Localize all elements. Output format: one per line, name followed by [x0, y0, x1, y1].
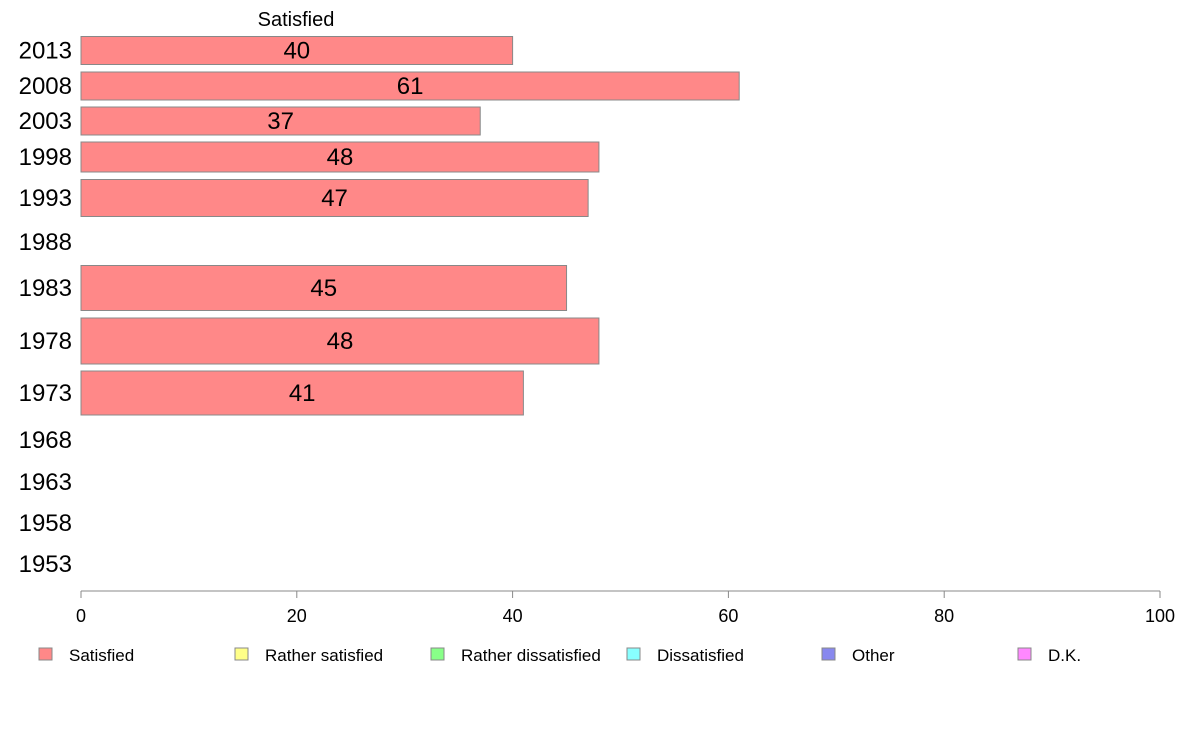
legend-swatch	[234, 647, 249, 661]
legend-label: Satisfied	[69, 646, 134, 665]
legend-label: Dissatisfied	[657, 646, 744, 665]
bar	[80, 106, 481, 136]
x-tick-label: 60	[718, 606, 738, 626]
legend-swatch	[430, 647, 445, 661]
category-label: 1988	[19, 229, 72, 256]
legend-swatch	[38, 647, 53, 661]
series-header: Satisfied	[258, 9, 335, 31]
bar-value-labels: 40 61 37 48 47 45 48 41	[267, 38, 423, 408]
category-label: 2008	[19, 73, 72, 100]
x-axis: 0 20 40 60 80 100	[76, 590, 1175, 626]
x-tick-label: 80	[934, 606, 954, 626]
bar	[80, 370, 524, 416]
category-label: 1973	[19, 380, 72, 407]
category-label: 1998	[19, 144, 72, 171]
x-tick-label: 20	[287, 606, 307, 626]
bar	[80, 317, 600, 365]
bar-value-label: 37	[267, 108, 294, 135]
legend-label: D.K.	[1048, 646, 1081, 665]
x-tick-label: 100	[1145, 606, 1175, 626]
bar	[80, 71, 740, 101]
category-label: 1963	[19, 469, 72, 496]
bar-value-label: 48	[327, 144, 354, 171]
x-tick-label: 0	[76, 606, 86, 626]
category-labels: 2013 2008 2003 1998 1993 1988 1983 1978 1973 1968…	[19, 38, 72, 579]
legend-label: Rather satisfied	[265, 646, 383, 665]
bar-value-label: 45	[310, 275, 337, 302]
bar-value-label: 61	[397, 73, 424, 100]
legend-swatch	[626, 647, 641, 661]
bar	[80, 141, 600, 173]
bar	[80, 265, 568, 311]
category-label: 1993	[19, 185, 72, 212]
bar-value-label: 47	[321, 185, 348, 212]
category-label: 1953	[19, 551, 72, 578]
legend-label: Rather dissatisfied	[461, 646, 601, 665]
bar-value-label: 40	[283, 38, 310, 65]
legend-swatch	[1017, 647, 1032, 661]
legend: Satisfied Rather satisfied Rather dissatis…	[38, 646, 1081, 665]
bar-value-label: 48	[327, 328, 354, 355]
bar	[80, 179, 589, 217]
category-label: 1978	[19, 328, 72, 355]
bar-value-label: 41	[289, 380, 316, 407]
category-label: 2013	[19, 38, 72, 65]
category-label: 1968	[19, 427, 72, 454]
category-label: 1958	[19, 510, 72, 537]
x-tick-label: 40	[503, 606, 523, 626]
legend-label: Other	[852, 646, 895, 665]
bar	[80, 36, 514, 65]
legend-swatch	[821, 647, 836, 661]
category-label: 2003	[19, 108, 72, 135]
bars	[80, 36, 740, 416]
category-label: 1983	[19, 275, 72, 302]
